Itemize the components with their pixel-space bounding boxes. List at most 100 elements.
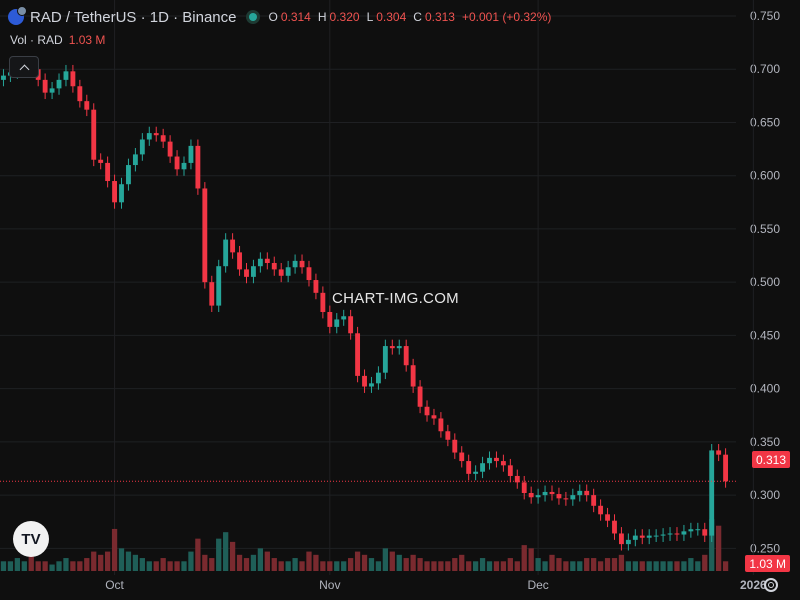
symbol-title[interactable]: RAD / TetherUS · 1D · Binance bbox=[30, 8, 237, 26]
volume-bar bbox=[167, 561, 173, 571]
candle-body bbox=[292, 260, 298, 268]
collapse-legend-button[interactable] bbox=[9, 56, 39, 78]
volume-bar bbox=[389, 551, 395, 571]
candle-body bbox=[605, 514, 610, 521]
volume-bar bbox=[104, 551, 111, 571]
volume-bar bbox=[424, 561, 430, 571]
volume-bar bbox=[285, 561, 291, 571]
volume-bar bbox=[584, 558, 590, 571]
candle-body bbox=[445, 431, 451, 440]
settings-gear-icon[interactable] bbox=[764, 578, 778, 592]
volume-bar bbox=[223, 532, 229, 571]
volume-bar bbox=[556, 558, 562, 571]
candle-body bbox=[56, 79, 62, 89]
volume-bar bbox=[70, 561, 76, 571]
volume-bar bbox=[375, 561, 382, 571]
candle-body bbox=[202, 188, 208, 283]
volume-bar bbox=[438, 561, 444, 571]
candle-body bbox=[709, 450, 715, 536]
candle-body bbox=[681, 531, 687, 535]
candle-body bbox=[132, 154, 138, 166]
volume-bar bbox=[236, 554, 243, 571]
candle-body bbox=[1, 75, 6, 80]
volume-bar bbox=[722, 561, 729, 571]
candle-body bbox=[410, 365, 416, 387]
candle-body bbox=[237, 252, 242, 270]
candle-body bbox=[424, 406, 430, 416]
volume-bar bbox=[528, 548, 534, 571]
candle-body bbox=[91, 109, 97, 160]
market-status-icon bbox=[246, 10, 261, 24]
close-value: 0.313 bbox=[424, 10, 455, 24]
volume-bar bbox=[535, 558, 541, 571]
candle-body bbox=[105, 162, 111, 182]
candle-body bbox=[577, 490, 583, 496]
candle-body bbox=[70, 71, 76, 87]
volume-bar bbox=[452, 558, 458, 571]
candle-body bbox=[473, 471, 479, 474]
y-tick-label: 0.700 bbox=[750, 62, 780, 76]
candle-body bbox=[570, 495, 576, 500]
x-tick-label: Dec bbox=[527, 578, 548, 592]
candle-body bbox=[452, 439, 458, 453]
candle-body bbox=[716, 450, 722, 455]
volume-bar bbox=[320, 561, 326, 571]
volume-bar bbox=[639, 561, 645, 571]
volume-bar bbox=[514, 561, 520, 571]
candle-body bbox=[500, 461, 506, 466]
candle-body bbox=[216, 266, 222, 306]
volume-bar bbox=[667, 561, 673, 571]
candle-body bbox=[195, 145, 201, 189]
candle-body bbox=[514, 475, 520, 483]
candle-body bbox=[278, 269, 284, 276]
volume-bar bbox=[160, 558, 166, 571]
volume-bar bbox=[139, 558, 145, 571]
candle-body bbox=[167, 141, 173, 157]
volume-bar bbox=[229, 541, 236, 571]
y-tick-label: 0.350 bbox=[750, 435, 780, 449]
candle-body bbox=[139, 139, 145, 155]
volume-bar bbox=[84, 558, 90, 571]
candle-body bbox=[459, 452, 465, 462]
volume-bar bbox=[709, 519, 715, 571]
candle-body bbox=[119, 184, 124, 203]
volume-bar bbox=[181, 561, 187, 571]
candle-body bbox=[174, 156, 180, 170]
volume-bar bbox=[0, 561, 7, 571]
candle-body bbox=[313, 280, 319, 293]
candle-body bbox=[528, 493, 534, 498]
volume-bar bbox=[278, 561, 284, 571]
candle-body bbox=[549, 491, 555, 495]
x-tick-label: Oct bbox=[105, 578, 124, 592]
y-tick-label: 0.400 bbox=[750, 382, 780, 396]
volume-bar bbox=[688, 558, 694, 571]
y-tick-label: 0.750 bbox=[750, 9, 780, 23]
candle-body bbox=[98, 159, 104, 163]
volume-bar bbox=[216, 538, 222, 571]
ohlc-values: O 0.314 H 0.320 L 0.304 C 0.313 +0.001 (+0.3… bbox=[268, 10, 555, 24]
volume-bar bbox=[56, 561, 62, 571]
candle-body bbox=[646, 535, 652, 538]
volume-bar bbox=[306, 551, 312, 571]
candle-body bbox=[584, 490, 590, 496]
candle-body bbox=[84, 101, 90, 110]
candle-body bbox=[591, 495, 597, 506]
candle-body bbox=[181, 162, 187, 170]
volume-bar bbox=[334, 561, 340, 571]
volume-bar bbox=[361, 554, 368, 571]
candle-body bbox=[209, 282, 215, 306]
candle-body bbox=[535, 495, 541, 498]
volume-bar bbox=[570, 561, 576, 571]
candle-body bbox=[320, 292, 326, 312]
candle-body bbox=[146, 133, 152, 140]
tradingview-logo[interactable]: TV bbox=[13, 521, 49, 557]
volume-bar bbox=[271, 558, 277, 571]
volume-bar bbox=[153, 561, 159, 571]
volume-bar bbox=[354, 551, 361, 571]
volume-bar bbox=[459, 554, 465, 571]
candle-body bbox=[153, 133, 159, 136]
candle-body bbox=[42, 79, 48, 93]
volume-bar bbox=[250, 554, 257, 571]
candle-body bbox=[431, 415, 437, 419]
